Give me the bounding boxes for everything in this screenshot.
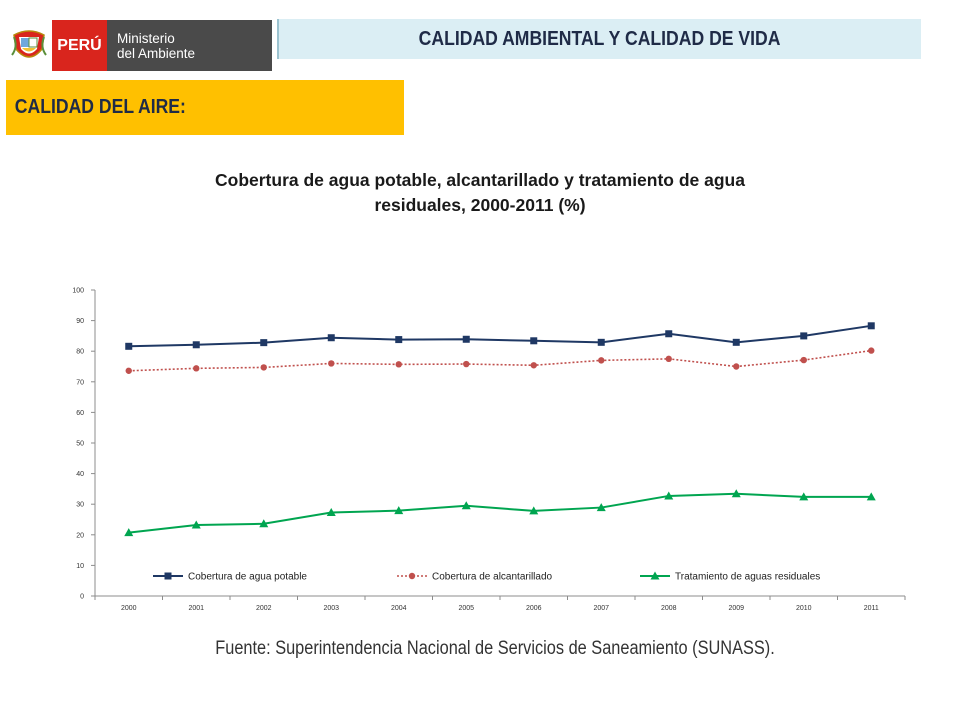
y-tick-label: 40 <box>76 471 84 478</box>
legend-label: Cobertura de alcantarillado <box>432 572 553 583</box>
data-point <box>597 338 605 346</box>
data-point <box>395 361 402 368</box>
x-tick-label: 2006 <box>526 605 542 612</box>
data-point <box>596 503 606 512</box>
data-point <box>866 492 876 501</box>
x-tick-label: 2010 <box>796 605 812 612</box>
ministry-name: Ministerio del Ambiente <box>107 31 195 61</box>
data-point <box>395 336 403 344</box>
data-point <box>259 519 269 528</box>
x-tick-label: 2009 <box>728 605 744 612</box>
data-point <box>193 365 200 372</box>
x-tick-label: 2002 <box>256 605 272 612</box>
y-tick-label: 60 <box>76 410 84 417</box>
source-note: Fuente: Superintendencia Nacional de Ser… <box>215 638 775 659</box>
y-tick-label: 20 <box>76 532 84 539</box>
data-point <box>191 520 201 529</box>
legend-label: Cobertura de agua potable <box>188 572 307 583</box>
series-line <box>128 324 872 348</box>
page-title: CALIDAD AMBIENTAL Y CALIDAD DE VIDA <box>419 27 781 50</box>
data-point <box>462 335 470 343</box>
country-label: PERÚ <box>52 20 107 71</box>
series-line <box>128 349 872 372</box>
y-tick-label: 0 <box>80 594 84 601</box>
data-point <box>733 363 740 370</box>
data-point <box>328 360 335 367</box>
data-point <box>463 360 470 368</box>
y-tick-label: 100 <box>72 288 84 295</box>
data-point <box>665 355 672 363</box>
data-point <box>868 347 875 354</box>
x-tick-label: 2011 <box>864 605 879 612</box>
data-point <box>260 339 268 347</box>
data-point <box>800 332 808 340</box>
legend-label: Tratamiento de aguas residuales <box>675 572 820 583</box>
data-point <box>732 338 740 346</box>
data-point <box>665 330 673 338</box>
x-tick-label: 2000 <box>121 605 137 612</box>
y-tick-label: 50 <box>76 441 84 448</box>
y-tick-label: 90 <box>76 318 84 325</box>
ministry-name-line1: Ministerio <box>117 30 175 46</box>
legend-marker <box>408 572 416 580</box>
data-point <box>529 506 539 515</box>
page-title-bar: CALIDAD AMBIENTAL Y CALIDAD DE VIDA <box>277 19 921 59</box>
x-tick-label: 2008 <box>661 605 677 612</box>
x-tick-label: 2005 <box>458 605 474 612</box>
x-tick-label: 2004 <box>391 605 407 612</box>
data-point <box>394 506 404 515</box>
ministry-name-line2: del Ambiente <box>117 45 196 61</box>
x-tick-label: 2003 <box>323 605 339 612</box>
section-heading: CALIDAD DEL AIRE: <box>14 96 186 118</box>
data-point <box>192 341 200 349</box>
y-tick-label: 70 <box>76 379 84 386</box>
data-point <box>461 501 471 510</box>
section-heading-bar: CALIDAD DEL AIRE: <box>6 80 404 135</box>
y-tick-label: 30 <box>76 502 84 509</box>
data-point <box>530 362 537 369</box>
y-tick-label: 80 <box>76 349 84 356</box>
data-point <box>326 507 336 516</box>
legend-marker <box>164 572 172 580</box>
chart-title: Cobertura de agua potable, alcantarillad… <box>100 168 860 218</box>
data-point <box>731 489 741 498</box>
data-point <box>598 357 605 364</box>
data-point <box>125 367 132 374</box>
x-tick-label: 2007 <box>593 605 609 612</box>
data-point <box>800 356 807 364</box>
chart-title-line2: residuales, 2000-2011 (%) <box>374 195 586 215</box>
data-point <box>799 492 809 501</box>
legend-marker <box>650 571 660 580</box>
y-tick-label: 10 <box>76 563 84 570</box>
data-point <box>664 491 674 500</box>
x-tick-label: 2001 <box>188 605 204 612</box>
chart-title-line1: Cobertura de agua potable, alcantarillad… <box>215 170 745 190</box>
data-point <box>125 342 133 350</box>
ministry-logo: PERÚ Ministerio del Ambiente <box>6 20 272 71</box>
data-point <box>530 337 538 345</box>
data-point <box>124 528 134 537</box>
coat-of-arms-icon <box>6 20 52 71</box>
series-line <box>128 492 872 534</box>
data-point <box>867 322 875 330</box>
data-point <box>327 334 335 342</box>
data-point <box>260 364 267 371</box>
